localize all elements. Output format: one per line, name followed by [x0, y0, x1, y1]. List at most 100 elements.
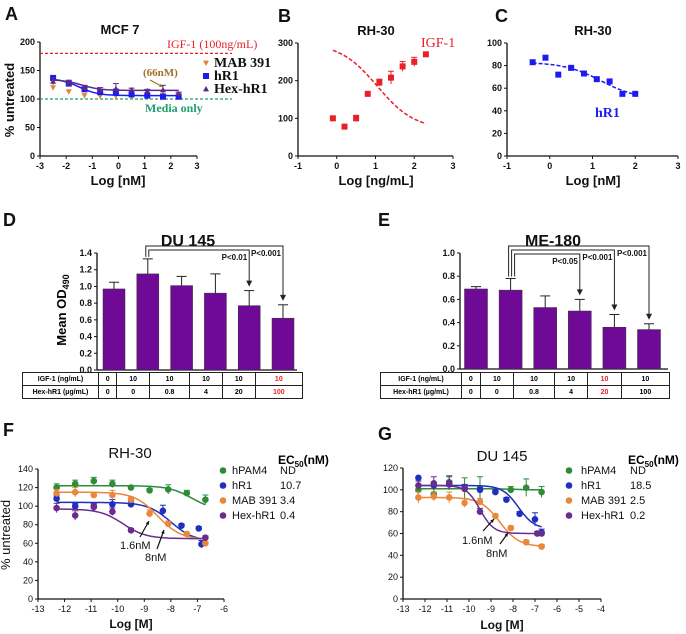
reference-label-igf1: IGF-1 (100ng/mL)	[167, 37, 257, 51]
arrow-head	[576, 289, 583, 296]
row-label: Hex-hR1 (µg/mL)	[380, 385, 462, 399]
annotation-ec50: 1.6nM	[120, 540, 151, 552]
y-tick-label: 60	[23, 538, 33, 548]
annotation-ec50: (66nM)	[143, 67, 178, 79]
data-point	[183, 489, 191, 497]
x-axis-label: Log [M]	[480, 618, 523, 632]
p-value-label: P<0.05	[552, 257, 578, 266]
data-point	[555, 71, 562, 78]
data-point	[202, 496, 209, 503]
x-tick-label: -2	[62, 161, 70, 171]
y-axis-label: Mean OD490	[54, 274, 71, 345]
y-tick-label: 100	[487, 38, 502, 48]
data-point	[219, 512, 227, 519]
bar	[102, 288, 126, 371]
x-tick-label: 3	[194, 161, 199, 171]
y-tick-label: 0	[288, 151, 293, 161]
y-tick-label: 100	[20, 94, 35, 104]
data-point	[341, 123, 348, 130]
y-tick-label: 80	[23, 520, 33, 530]
x-tick-label: 0	[116, 161, 121, 171]
annotation-ec50: 8nM	[486, 548, 507, 560]
data-point	[53, 504, 60, 512]
data-point	[538, 488, 545, 496]
panel-label: C	[495, 6, 508, 26]
arrow-head	[145, 521, 149, 525]
series-hex-hr1	[415, 476, 545, 537]
y-tick-label: 100	[18, 501, 33, 511]
x-tick-label: -13	[31, 604, 44, 614]
chart-title: MCF 7	[101, 22, 140, 37]
table-cell: 4	[189, 385, 223, 399]
y-tick-label: 120	[383, 463, 398, 473]
data-point	[445, 479, 453, 487]
bar	[204, 292, 227, 371]
data-point	[430, 479, 438, 487]
series-hex-hr1	[53, 502, 209, 542]
x-tick-label: 1	[590, 161, 595, 171]
data-point	[568, 64, 575, 71]
x-tick-label: -5	[575, 604, 583, 614]
x-tick-label: -4	[597, 604, 605, 614]
legend-header: EC50(nM)	[278, 453, 329, 469]
y-tick-label: 200	[20, 37, 35, 47]
data-point	[112, 85, 119, 92]
y-tick-label: 40	[388, 550, 398, 560]
fit-curve	[532, 62, 636, 96]
y-tick-label: 60	[492, 83, 502, 93]
data-point	[529, 59, 536, 66]
data-point	[175, 93, 182, 100]
data-point	[65, 89, 72, 95]
data-point	[90, 503, 98, 511]
table-cell: 4	[553, 385, 589, 399]
data-point	[71, 488, 79, 496]
y-tick-label: 60	[388, 529, 398, 539]
legend-label: Hex-hR1	[214, 82, 268, 97]
table-cell: 100	[254, 385, 304, 399]
y-tick-label: 1.4	[79, 248, 92, 258]
y-tick-label: 150	[20, 66, 35, 76]
legend-label: hPAM4	[581, 465, 616, 477]
data-point	[203, 86, 209, 92]
data-point	[415, 494, 422, 501]
data-point	[538, 530, 545, 537]
x-tick-label: -7	[531, 604, 539, 614]
table-cell: 10	[587, 372, 622, 386]
y-axis-label-main: Mean OD	[54, 289, 69, 345]
arrow-head	[246, 280, 253, 287]
x-tick-label: 0	[547, 161, 552, 171]
x-tick-label: -6	[220, 604, 228, 614]
panel-label: G	[378, 424, 392, 444]
table-cell: 100	[620, 385, 671, 399]
data-point	[175, 90, 182, 97]
table-cell: 0	[479, 385, 515, 399]
x-tick-label: -3	[36, 161, 44, 171]
data-point	[606, 78, 613, 85]
data-point	[97, 86, 104, 93]
data-point	[430, 493, 438, 500]
data-point	[71, 502, 79, 510]
panel-label: D	[3, 210, 16, 230]
x-tick-label: 2	[412, 161, 417, 171]
panel-label: F	[3, 420, 14, 440]
y-tick-label: 0.4	[442, 318, 455, 328]
data-point	[415, 482, 422, 489]
significance-bracket	[511, 249, 615, 306]
legend-label: Hex-hR1	[232, 510, 275, 522]
data-point	[127, 496, 135, 503]
chart-title: DU 145	[477, 448, 528, 465]
y-tick-label: 80	[492, 61, 502, 71]
panel-f: F RH-30 0 20 40 60 80 100 120 140 % untreated -13 -1…	[0, 420, 329, 631]
arrow-head	[161, 530, 165, 534]
data-point	[542, 54, 549, 61]
table-cell: 20	[587, 385, 622, 399]
legend-label: MAB 391	[581, 495, 626, 507]
panel-g: G DU 145 0 20 40 60 80 100 120 -13 -12 -11 -10 -9 -8 -7…	[378, 424, 679, 632]
data-point	[422, 51, 429, 58]
table-cell: 10	[553, 372, 589, 386]
data-point	[127, 484, 135, 491]
bar	[170, 285, 193, 371]
data-point	[415, 474, 422, 482]
